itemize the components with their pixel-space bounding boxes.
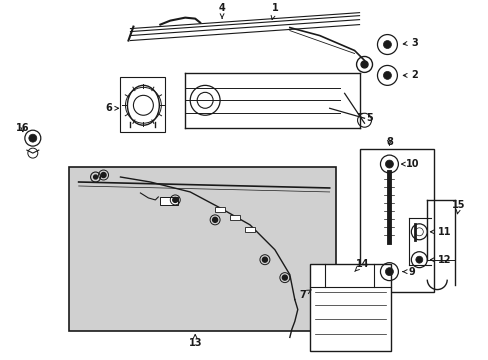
Bar <box>309 264 390 351</box>
Text: 16: 16 <box>16 123 30 133</box>
Text: 13: 13 <box>188 334 202 348</box>
Text: 8: 8 <box>385 137 392 147</box>
Circle shape <box>360 61 367 68</box>
Text: 15: 15 <box>451 200 465 214</box>
Circle shape <box>101 172 106 177</box>
Text: 10: 10 <box>401 159 418 169</box>
Text: 1: 1 <box>270 3 278 19</box>
Circle shape <box>172 197 178 202</box>
Text: 6: 6 <box>105 103 119 113</box>
Bar <box>229 215 240 220</box>
Bar <box>359 149 433 292</box>
Text: 3: 3 <box>403 37 417 48</box>
Text: 9: 9 <box>402 267 415 276</box>
Circle shape <box>29 134 37 142</box>
Circle shape <box>415 256 422 263</box>
Bar <box>68 167 335 332</box>
Text: 12: 12 <box>429 255 450 265</box>
Circle shape <box>383 71 390 80</box>
Circle shape <box>212 217 217 222</box>
Text: 7: 7 <box>299 289 311 300</box>
Bar <box>244 227 254 232</box>
Circle shape <box>385 268 393 276</box>
Text: 2: 2 <box>403 71 417 80</box>
Text: 14: 14 <box>354 259 368 271</box>
Bar <box>160 197 178 205</box>
Text: 5: 5 <box>357 113 372 123</box>
Circle shape <box>385 160 393 168</box>
Text: 4: 4 <box>218 3 225 18</box>
Bar <box>215 207 224 212</box>
Text: 11: 11 <box>429 227 450 237</box>
Circle shape <box>93 175 98 179</box>
Circle shape <box>282 275 287 280</box>
Circle shape <box>383 41 390 49</box>
Circle shape <box>262 257 267 262</box>
